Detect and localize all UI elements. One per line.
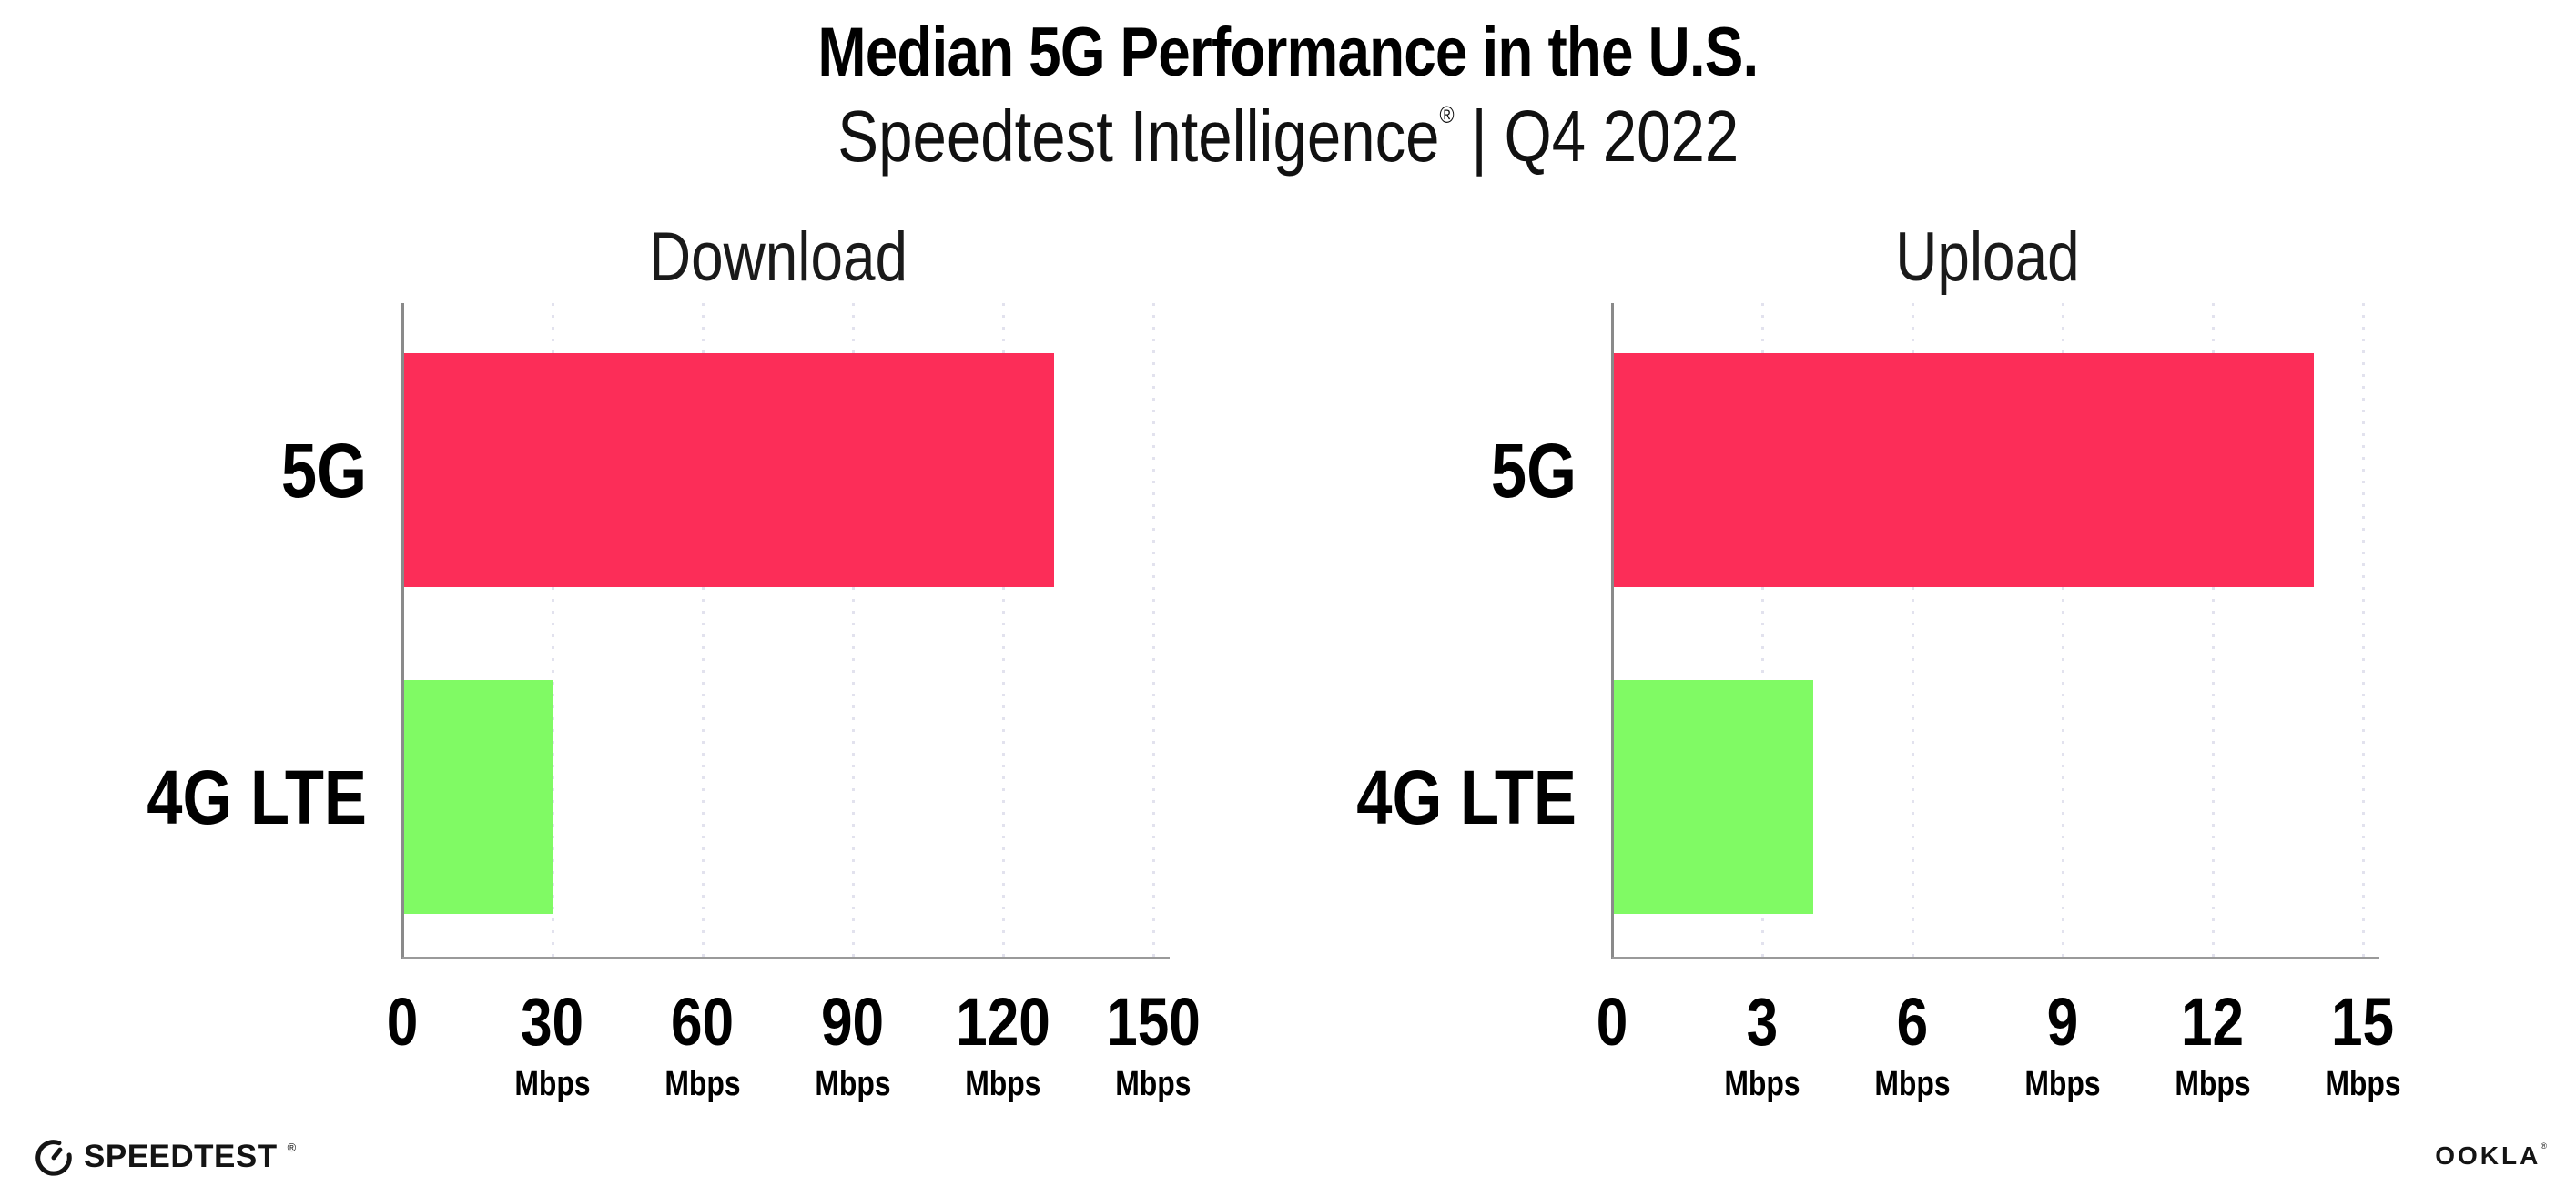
subtitle-brand: Speedtest Intelligence: [837, 96, 1440, 177]
chart-title-text: Upload: [1895, 218, 2080, 296]
bar-5g-download: [403, 353, 1054, 587]
x-tick-3: 3 Mbps: [1717, 984, 1807, 1103]
x-tick-12: 12 Mbps: [2167, 984, 2257, 1103]
x-tick-value: 150: [1106, 984, 1201, 1060]
speedtest-gauge-icon: [35, 1140, 72, 1176]
bar-4g-lte-upload: [1613, 680, 1813, 914]
gridline-15: [2361, 303, 2365, 965]
x-tick-value: 30: [521, 984, 584, 1060]
y-axis-line: [1611, 303, 1614, 959]
category-label-5g: 5G: [1490, 427, 1577, 513]
x-tick-90: 90 Mbps: [807, 984, 898, 1103]
category-label-5g: 5G: [280, 427, 367, 513]
figure-title-text: Median 5G Performance in the U.S.: [817, 14, 1759, 91]
x-tick-60: 60 Mbps: [657, 984, 747, 1103]
speedtest-logo-text: SPEEDTEST: [84, 1138, 278, 1174]
x-tick-value: 3: [1746, 984, 1779, 1060]
x-axis-line: [402, 957, 1170, 959]
x-tick-unit: Mbps: [2325, 1065, 2401, 1103]
x-tick-value: 15: [2331, 984, 2395, 1060]
gridline-120: [1001, 303, 1005, 965]
gridline-12: [2211, 303, 2215, 965]
y-axis-line: [401, 303, 404, 959]
x-tick-unit: Mbps: [514, 1065, 591, 1103]
gridline-3: [1760, 303, 1764, 965]
x-tick-0: 0: [383, 989, 421, 1056]
chart-title-text: Download: [648, 218, 908, 296]
x-tick-value: 60: [671, 984, 735, 1060]
gridline-9: [2061, 303, 2064, 965]
x-tick-unit: Mbps: [664, 1065, 741, 1103]
x-tick-unit: Mbps: [815, 1065, 891, 1103]
bar-4g-lte-download: [403, 680, 553, 914]
x-tick-15: 15 Mbps: [2317, 984, 2408, 1103]
chart-title: Upload: [1612, 223, 2363, 292]
gridline-150: [1151, 303, 1155, 965]
figure-subtitle-text: Speedtest Intelligence® | Q4 2022: [837, 96, 1739, 177]
x-tick-value: 90: [821, 984, 885, 1060]
x-tick-30: 30 Mbps: [507, 984, 597, 1103]
x-tick-unit: Mbps: [2024, 1065, 2101, 1103]
gridline-60: [701, 303, 705, 965]
registered-trademark-icon: ®: [1439, 101, 1455, 128]
chart-panel-download: Download 0 30 Mbps 60 Mbps 90 Mbps 120 Mbps 150 Mb…: [147, 223, 1201, 1102]
x-tick-unit: Mbps: [1874, 1065, 1951, 1103]
chart-panel-upload: Upload 0 3 Mbps 6 Mbps 9 Mbps 12 Mbps 15 Mbps 5G 4G …: [1356, 223, 2401, 1102]
x-tick-value: 6: [1896, 984, 1929, 1060]
x-tick-value: 0: [386, 984, 419, 1060]
subtitle-period: | Q4 2022: [1454, 96, 1739, 177]
category-label-4g-lte: 4G LTE: [147, 754, 367, 840]
x-tick-value: 12: [2181, 984, 2245, 1060]
speedtest-logo: SPEEDTEST ®: [33, 1135, 297, 1177]
figure-title: Median 5G Performance in the U.S.: [0, 15, 2576, 91]
x-tick-value: 120: [956, 984, 1050, 1060]
x-tick-unit: Mbps: [1724, 1065, 1800, 1103]
x-tick-unit: Mbps: [965, 1065, 1041, 1103]
ookla-logo: OOKLA ®: [2435, 1141, 2547, 1170]
chart-title: Download: [402, 223, 1153, 292]
x-tick-6: 6 Mbps: [1867, 984, 1957, 1103]
gridline-90: [851, 303, 855, 965]
gridline-30: [551, 303, 554, 965]
category-label-4g-lte: 4G LTE: [1356, 754, 1577, 840]
x-tick-0: 0: [1593, 989, 1630, 1056]
x-tick-120: 120 Mbps: [947, 984, 1059, 1103]
x-tick-value: 9: [2046, 984, 2079, 1060]
x-tick-unit: Mbps: [2175, 1065, 2251, 1103]
speedtest-registered-icon: ®: [287, 1140, 297, 1154]
figure-subtitle: Speedtest Intelligence® | Q4 2022: [0, 96, 2576, 177]
x-tick-unit: Mbps: [1115, 1065, 1192, 1103]
x-axis-line: [1612, 957, 2379, 959]
x-tick-value: 0: [1596, 984, 1628, 1060]
plot-area: 0 3 Mbps 6 Mbps 9 Mbps 12 Mbps 15 Mbps 5G 4G LTE: [1356, 303, 2401, 1101]
bar-5g-upload: [1613, 353, 2314, 587]
ookla-registered-icon: ®: [2541, 1141, 2547, 1151]
gridline-6: [1911, 303, 1914, 965]
plot-area: 0 30 Mbps 60 Mbps 90 Mbps 120 Mbps 150 Mbps 5G 4G LT…: [147, 303, 1201, 1101]
x-tick-150: 150 Mbps: [1097, 984, 1209, 1103]
x-tick-9: 9 Mbps: [2017, 984, 2107, 1103]
ookla-logo-text: OOKLA: [2435, 1141, 2541, 1170]
